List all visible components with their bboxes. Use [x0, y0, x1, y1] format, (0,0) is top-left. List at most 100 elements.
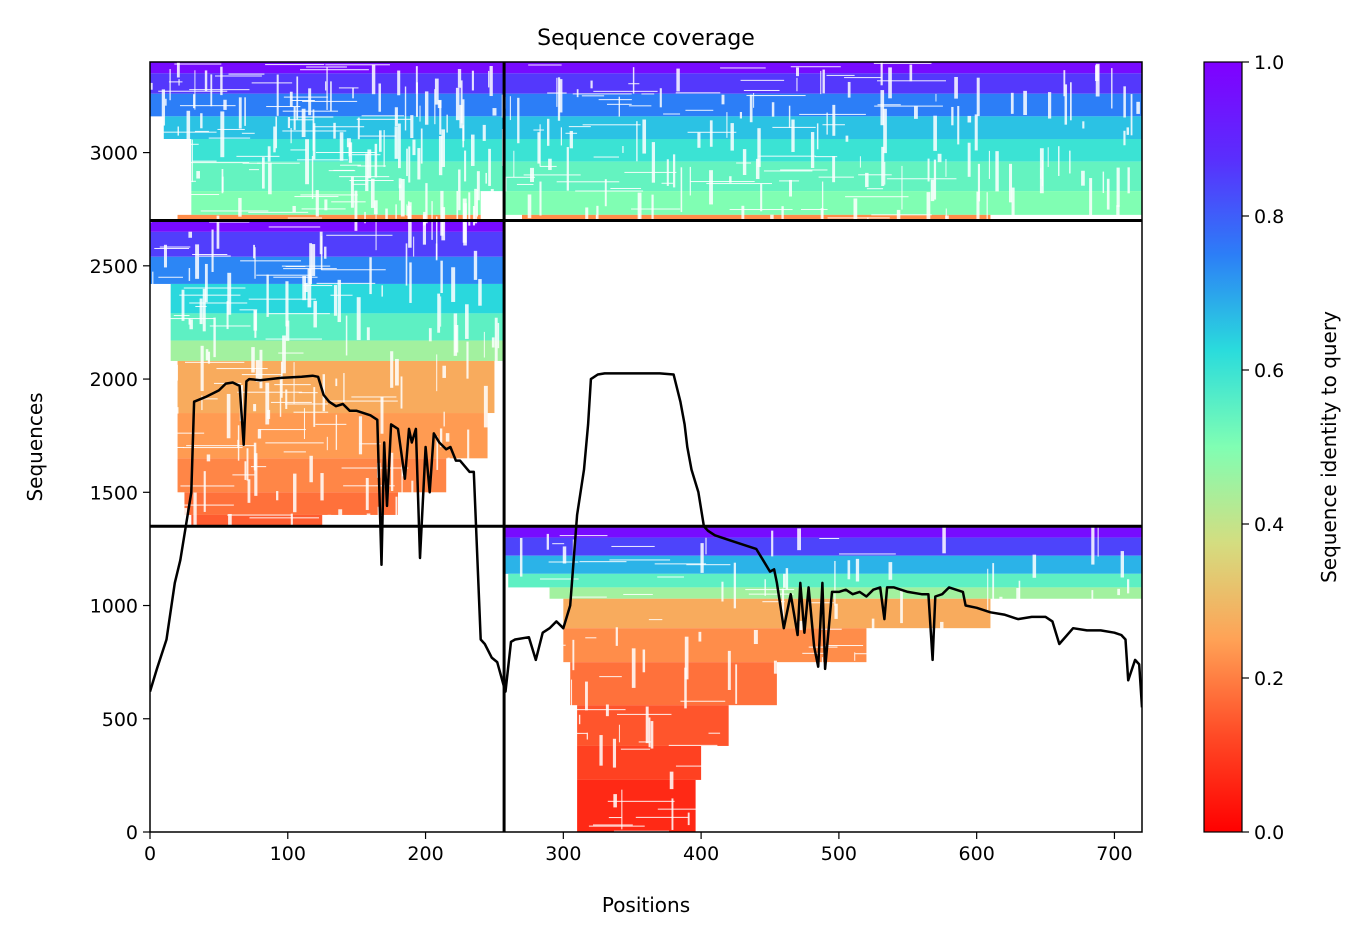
- coverage-gap: [333, 284, 338, 316]
- coverage-gap: [790, 66, 841, 68]
- coverage-gap: [519, 537, 523, 577]
- coverage-gap: [807, 807, 810, 830]
- coverage-gap: [843, 786, 847, 795]
- colorbar: [1203, 61, 1243, 833]
- coverage-gap: [259, 349, 263, 389]
- coverage-gap: [1016, 588, 1020, 611]
- coverage-gap: [296, 76, 299, 120]
- identity-band: [508, 573, 1142, 588]
- coverage-gap: [154, 131, 217, 133]
- coverage-gap: [302, 100, 358, 102]
- coverage-gap: [528, 64, 562, 66]
- identity-band: [504, 62, 1142, 74]
- coverage-gap: [733, 562, 736, 609]
- coverage-gap: [183, 162, 250, 164]
- y-axis: 0 500 1000 1500 2000 2500 3000: [90, 143, 150, 844]
- coverage-gap: [986, 192, 988, 227]
- coverage-gap: [1127, 579, 1130, 594]
- coverage-gap: [847, 814, 851, 832]
- coverage-gap: [866, 784, 868, 803]
- identity-band: [563, 598, 991, 629]
- coverage-gap: [290, 513, 293, 528]
- coverage-gap: [609, 559, 671, 561]
- coverage-gap: [650, 721, 654, 749]
- coverage-gap: [498, 466, 501, 499]
- coverage-gap: [251, 82, 293, 84]
- coverage-gap: [727, 650, 731, 690]
- coverage-gap: [631, 648, 636, 688]
- coverage-gap: [253, 309, 258, 331]
- coverage-gap: [671, 798, 674, 830]
- coverage-gap: [753, 629, 758, 645]
- coverage-gap: [1053, 757, 1056, 797]
- coverage-gap: [496, 478, 498, 524]
- coverage-gap: [552, 543, 565, 545]
- coverage-gap: [265, 338, 322, 340]
- coverage-gap: [327, 514, 332, 541]
- coverage-gap: [338, 509, 343, 517]
- coverage-gap: [1111, 68, 1113, 109]
- coverage-gap: [315, 151, 377, 153]
- coverage-gap: [200, 210, 269, 212]
- coverage-gap: [706, 183, 772, 185]
- coverage-gap: [788, 105, 791, 128]
- coverage-gap: [367, 149, 372, 179]
- coverage-gap: [755, 158, 760, 180]
- coverage-gap: [189, 302, 248, 304]
- coverage-gap: [356, 297, 361, 341]
- coverage-gap: [613, 794, 617, 808]
- coverage-gap: [800, 208, 828, 210]
- coverage-gap: [335, 414, 338, 450]
- coverage-gap: [293, 362, 295, 404]
- coverage-gap: [494, 317, 498, 364]
- coverage-gap: [282, 130, 347, 132]
- coverage-gap: [407, 205, 412, 220]
- coverage-gap: [204, 70, 208, 92]
- coverage-gap: [313, 126, 365, 128]
- coverage-gap: [686, 564, 731, 566]
- coverage-gap: [1054, 627, 1056, 656]
- coverage-gap: [588, 825, 645, 827]
- coverage-gap: [641, 93, 655, 95]
- coverage-gap: [557, 77, 561, 121]
- coverage-gap: [808, 646, 838, 648]
- coverage-gap: [401, 500, 404, 532]
- coverage-gap: [483, 385, 488, 428]
- coverage-gap: [320, 473, 324, 501]
- coverage-gap: [185, 361, 245, 363]
- coverage-gap: [1047, 92, 1052, 119]
- y-tick-label: 500: [102, 709, 138, 731]
- coverage-gap: [383, 130, 385, 167]
- coverage-gap: [844, 77, 882, 79]
- coverage-gap: [1023, 90, 1027, 116]
- coverage-gap: [566, 147, 569, 191]
- coverage-gap: [1018, 580, 1021, 608]
- coverage-gap: [268, 313, 330, 315]
- coverage-gap: [241, 132, 255, 134]
- coverage-gap: [335, 378, 338, 387]
- coverage-gap: [283, 96, 328, 98]
- coverage-gap: [684, 667, 687, 709]
- coverage-gap: [967, 115, 972, 123]
- coverage-gap: [470, 134, 475, 166]
- coverage-gap: [307, 268, 312, 308]
- coverage-gap: [740, 79, 785, 81]
- coverage-gap: [1118, 671, 1121, 699]
- coverage-gap: [789, 179, 792, 197]
- coverage-gap: [303, 408, 305, 440]
- coverage-gap: [320, 235, 323, 270]
- coverage-gap: [924, 717, 928, 741]
- coverage-gap: [838, 553, 896, 555]
- coverage-gap: [359, 135, 397, 137]
- coverage-gap: [352, 183, 367, 185]
- coverage-gap: [571, 596, 607, 598]
- coverage-gap: [369, 257, 372, 295]
- coverage-gap: [211, 229, 214, 272]
- coverage-gap: [780, 169, 828, 171]
- coverage-gap: [687, 131, 737, 133]
- coverage-gap: [593, 156, 619, 158]
- coverage-gap: [537, 132, 541, 164]
- coverage-gap: [248, 298, 317, 300]
- coverage-gap: [810, 132, 815, 168]
- coverage-gap: [253, 404, 257, 412]
